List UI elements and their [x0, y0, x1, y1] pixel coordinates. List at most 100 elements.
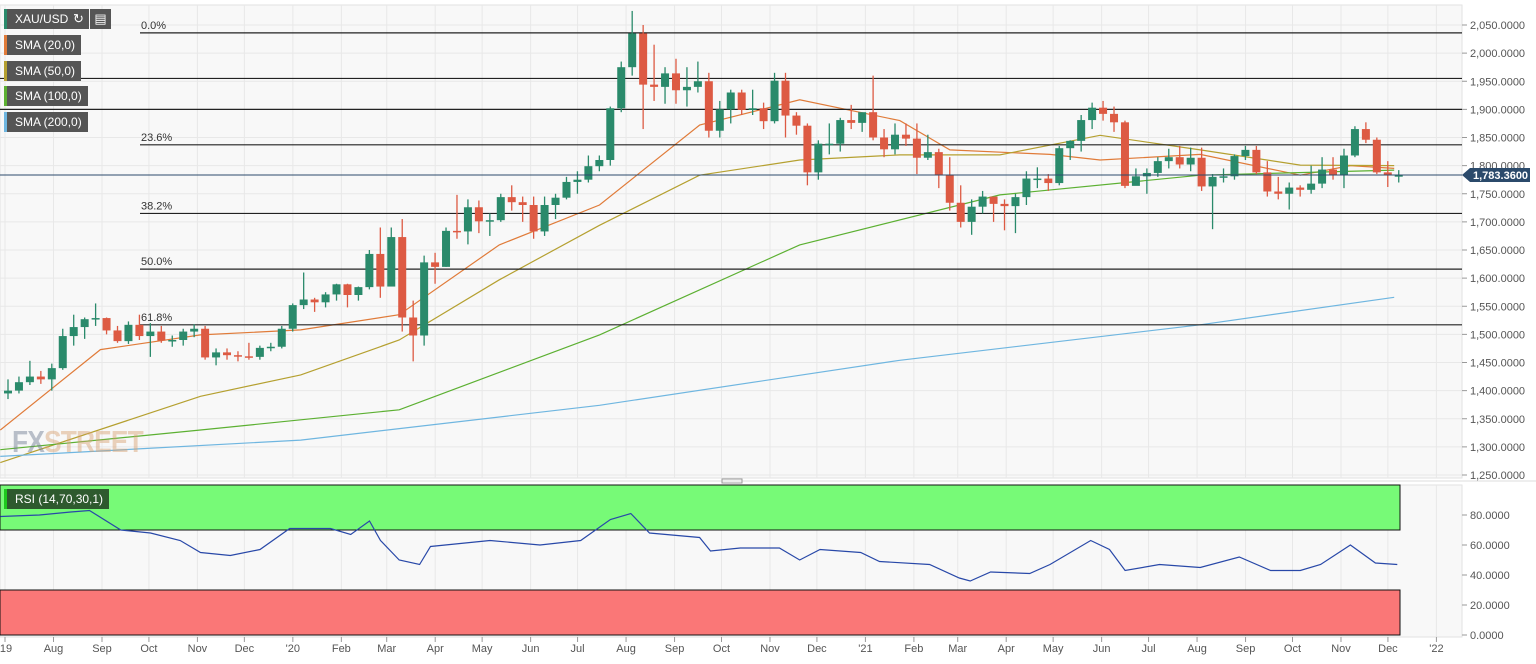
candle: [288, 303, 297, 332]
candle: [606, 106, 615, 166]
candle-body: [1099, 107, 1108, 114]
candle-body: [869, 112, 878, 138]
candle: [1000, 199, 1009, 231]
candle-body: [1296, 187, 1305, 190]
rsi-line: [0, 509, 1398, 582]
candle: [1099, 100, 1108, 121]
candle-body: [650, 84, 659, 87]
rsi-overbought-zone: [0, 484, 1401, 531]
x-tick-label: May: [472, 643, 493, 655]
candle: [398, 219, 407, 332]
candle-body: [847, 120, 856, 123]
candle-body: [266, 346, 275, 349]
x-tick-label: Dec: [235, 643, 255, 655]
candle: [814, 140, 823, 180]
candle: [1285, 182, 1294, 210]
candle: [628, 10, 637, 76]
candle-body: [1329, 169, 1338, 176]
candle: [463, 199, 472, 245]
x-tick-label: Jun: [1093, 643, 1111, 655]
fibonacci-level-label: 0.0%: [141, 20, 166, 32]
candle: [1164, 148, 1173, 169]
refresh-icon[interactable]: ↻: [68, 9, 89, 29]
candle: [650, 44, 659, 101]
candle-body: [989, 196, 998, 204]
legend-sma-200[interactable]: SMA (200,0): [4, 112, 88, 132]
candle-body: [442, 230, 451, 267]
y-tick-label: 1,850.0000: [1470, 133, 1525, 145]
candle: [1055, 145, 1064, 186]
x-tick-label: Apr: [427, 643, 444, 655]
candle-body: [135, 324, 144, 337]
candle-body: [671, 73, 680, 91]
x-tick-label: Sep: [665, 643, 685, 655]
candle: [452, 194, 461, 239]
y-tick-label: 2,000.0000: [1470, 48, 1525, 60]
rsi-tick-label: 0.0000: [1470, 630, 1504, 642]
candle-body: [792, 115, 801, 126]
candle: [880, 129, 889, 158]
pane-resize-handle[interactable]: [721, 478, 743, 484]
candle: [1307, 165, 1316, 194]
candle-body: [58, 336, 67, 369]
x-tick-label: Oct: [1284, 643, 1301, 655]
chart-settings-icon[interactable]: ▤: [90, 9, 111, 29]
candle-body: [124, 324, 133, 342]
candle: [1208, 174, 1217, 230]
candle-body: [1011, 197, 1020, 207]
y-tick-label: 1,550.0000: [1470, 301, 1525, 313]
candle: [836, 117, 845, 152]
candle: [967, 199, 976, 235]
candle-body: [190, 328, 199, 332]
candle: [442, 227, 451, 267]
candle-body: [858, 112, 867, 123]
candle: [693, 61, 702, 93]
x-tick-label: Dec: [807, 643, 827, 655]
candle: [671, 58, 680, 104]
candle: [1022, 171, 1031, 205]
rsi-tick-label: 40.0000: [1470, 570, 1510, 582]
candle: [1372, 137, 1381, 175]
legend-sma-20[interactable]: SMA (20,0): [4, 35, 82, 55]
legend-sma-100[interactable]: SMA (100,0): [4, 86, 88, 106]
candle-body: [4, 390, 12, 394]
legend-sma-50[interactable]: SMA (50,0): [4, 61, 82, 81]
y-tick-label: 1,350.0000: [1470, 414, 1525, 426]
candle-body: [1000, 203, 1009, 207]
candle-body: [1361, 129, 1370, 140]
candle: [485, 213, 494, 236]
y-tick-label: 1,950.0000: [1470, 76, 1525, 88]
candle-body: [431, 262, 440, 267]
candle: [310, 297, 319, 312]
candle: [1350, 126, 1359, 158]
x-tick-label: Mar: [948, 643, 967, 655]
candle: [1044, 174, 1053, 191]
candle: [726, 89, 735, 124]
candle-body: [814, 143, 823, 173]
candle: [299, 272, 308, 310]
candle-body: [1164, 157, 1173, 162]
candle: [1274, 176, 1283, 200]
fibonacci-level-label: 61.8%: [141, 312, 172, 324]
candle: [80, 317, 89, 339]
candle: [956, 185, 965, 228]
candle-body: [1120, 122, 1129, 186]
candle: [168, 335, 177, 347]
candle: [978, 190, 987, 214]
candle: [1131, 168, 1140, 186]
candle: [365, 250, 374, 290]
candle: [1230, 154, 1239, 180]
candle-body: [365, 253, 374, 288]
candle-body: [1350, 129, 1359, 156]
candle: [244, 342, 253, 360]
candle: [91, 303, 100, 326]
candle: [135, 314, 144, 340]
candle-body: [562, 181, 571, 198]
symbol-label[interactable]: XAU/USD: [4, 9, 75, 29]
candle: [1175, 145, 1184, 169]
legend-rsi[interactable]: RSI (14,70,30,1): [4, 489, 110, 509]
candle-body: [1383, 172, 1392, 176]
candle-body: [496, 197, 505, 221]
candle-body: [168, 340, 177, 342]
